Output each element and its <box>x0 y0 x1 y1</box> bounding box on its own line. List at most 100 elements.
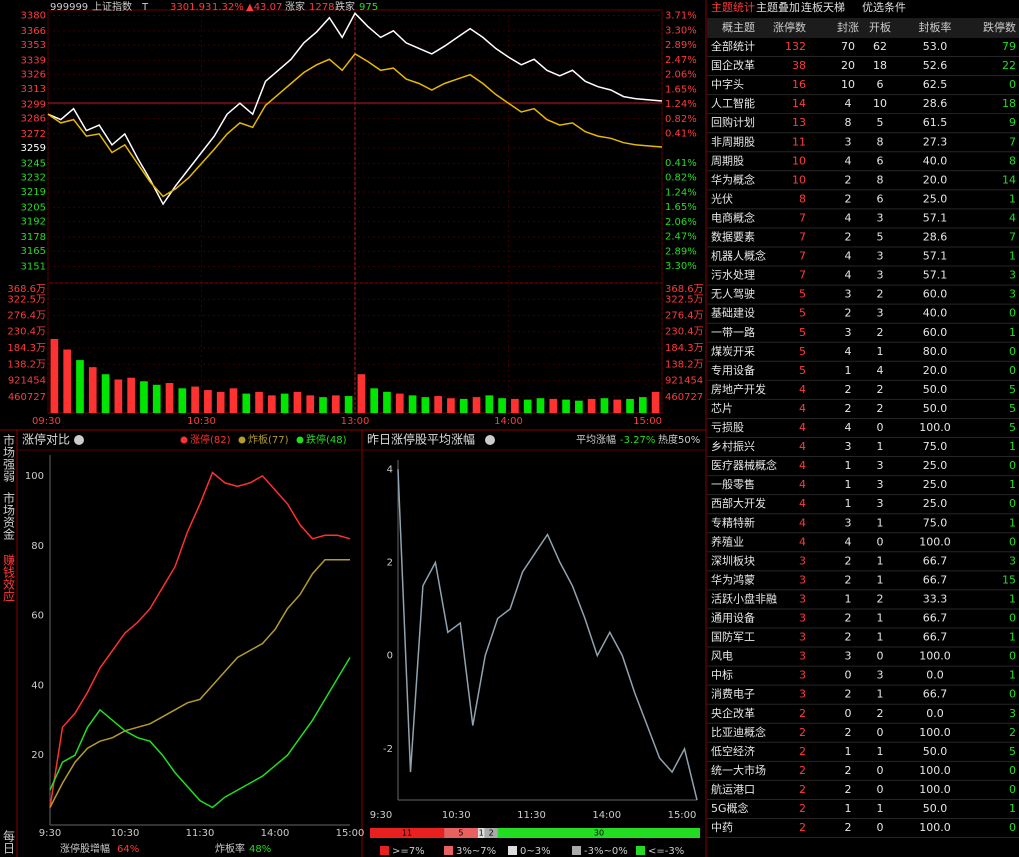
table-cell[interactable]: 消费电子 <box>711 687 755 701</box>
table-cell[interactable]: 活跃小盘非融 <box>711 591 777 605</box>
table-cell[interactable]: 煤炭开采 <box>711 345 755 358</box>
table-cell[interactable]: 污水处理 <box>711 269 755 282</box>
table-cell[interactable]: 数据要素 <box>711 230 755 244</box>
table-cell[interactable]: 低空经济 <box>711 744 755 758</box>
table-cell[interactable]: 西部大开发 <box>711 496 766 510</box>
info-icon[interactable] <box>485 435 495 445</box>
column-header[interactable]: 开板 <box>869 20 891 34</box>
table-cell: 2 <box>877 592 884 605</box>
table-cell[interactable]: 养殖业 <box>711 534 744 548</box>
theme-tab[interactable]: 优选条件 <box>862 0 906 14</box>
x-tick-label: 9:30 <box>370 810 392 821</box>
table-cell: 4 <box>845 154 852 167</box>
theme-tab[interactable]: 连板天梯 <box>801 0 845 14</box>
table-cell: 1 <box>877 688 884 701</box>
table-cell: 14 <box>792 97 806 110</box>
x-tick-label: 11:30 <box>186 828 215 839</box>
table-cell[interactable]: 风电 <box>711 650 733 663</box>
volume-bar <box>638 397 647 413</box>
table-cell[interactable]: 人工智能 <box>711 96 755 110</box>
table-cell: 50.0 <box>923 402 948 415</box>
table-cell[interactable]: 医疗器械概念 <box>711 458 777 472</box>
volume-bar <box>229 388 238 413</box>
quote-change-pct: 1.32% <box>212 2 244 13</box>
column-header[interactable]: 概主题 <box>722 21 755 34</box>
x-tick-label: 15:00 <box>668 810 697 821</box>
column-header[interactable]: 封板率 <box>919 20 952 34</box>
table-cell[interactable]: 航运港口 <box>711 782 755 796</box>
table-cell[interactable]: 机器人概念 <box>711 249 766 263</box>
table-cell[interactable]: 基础建设 <box>711 306 755 320</box>
table-cell[interactable]: 一般零售 <box>711 477 755 491</box>
table-cell[interactable]: 华为概念 <box>711 172 755 186</box>
table-cell[interactable]: 国企改革 <box>711 58 755 72</box>
table-cell: 0 <box>1009 821 1016 834</box>
table-cell[interactable]: 中标 <box>711 668 733 682</box>
table-cell[interactable]: 统一大市场 <box>711 763 766 777</box>
table-cell: 7 <box>1009 135 1016 148</box>
table-cell: 2 <box>845 192 852 205</box>
table-cell[interactable]: 非周期股 <box>711 135 755 148</box>
legend-swatch <box>508 846 517 855</box>
quote-price: 3301.93 <box>170 2 211 13</box>
table-cell[interactable]: 全部统计 <box>711 39 755 53</box>
table-cell[interactable]: 房地产开发 <box>711 382 766 396</box>
volume-bar <box>344 396 353 413</box>
table-cell[interactable]: 芯片 <box>711 401 733 415</box>
table-cell: 25.0 <box>923 497 948 510</box>
column-header[interactable]: 封涨 <box>837 20 859 34</box>
table-cell[interactable]: 无人驾驶 <box>711 287 755 301</box>
table-cell: 100.0 <box>919 535 951 548</box>
y-tick-label: 3232 <box>21 173 46 184</box>
series-line <box>49 558 350 808</box>
table-cell[interactable]: 5G概念 <box>711 801 749 815</box>
table-cell: 3 <box>799 631 806 644</box>
theme-tab[interactable]: 主题叠加 <box>756 1 800 14</box>
table-cell: 3 <box>845 135 852 148</box>
table-cell: 3 <box>1009 707 1016 720</box>
table-cell[interactable]: 通用设备 <box>711 611 755 625</box>
table-cell[interactable]: 亏损股 <box>711 420 744 434</box>
y2-tick-label: 3.30% <box>665 25 697 36</box>
table-cell[interactable]: 中字头 <box>711 77 744 91</box>
distribution-value: 2 <box>489 829 494 838</box>
side-tab[interactable]: 每日 <box>2 829 16 854</box>
side-tab[interactable]: 赚钱效应 <box>2 553 16 602</box>
footer-value: 64% <box>117 844 139 855</box>
table-cell: 1 <box>1009 631 1016 644</box>
table-cell[interactable]: 华为鸿蒙 <box>711 572 755 586</box>
table-cell: 7 <box>799 211 806 224</box>
column-header[interactable]: 跌停数 <box>983 20 1016 34</box>
table-cell[interactable]: 央企改革 <box>711 706 755 720</box>
y2-tick-label: 276.4万 <box>665 311 704 322</box>
table-cell[interactable]: 电商概念 <box>711 210 755 224</box>
table-cell[interactable]: 比亚迪概念 <box>711 725 766 739</box>
table-cell: 0 <box>877 650 884 663</box>
table-cell: 4 <box>799 516 806 529</box>
table-cell: 2 <box>845 726 852 739</box>
table-cell[interactable]: 专精特新 <box>711 515 755 529</box>
table-cell[interactable]: 光伏 <box>711 191 733 205</box>
table-cell[interactable]: 一带一路 <box>711 326 755 339</box>
table-cell[interactable]: 深圳板块 <box>711 553 755 567</box>
theme-tab[interactable]: 主题统计 <box>711 1 755 14</box>
table-cell: 100.0 <box>919 764 951 777</box>
table-cell[interactable]: 回购计划 <box>711 115 755 129</box>
volume-bar <box>88 367 97 413</box>
side-tab[interactable]: 市场强弱 <box>2 433 16 483</box>
table-cell[interactable]: 国防军工 <box>711 630 755 644</box>
column-header[interactable]: 涨停数 <box>773 20 806 34</box>
table-cell[interactable]: 专用设备 <box>711 363 755 377</box>
table-cell[interactable]: 中药 <box>711 821 733 834</box>
table-cell[interactable]: 周期股 <box>711 154 744 167</box>
y-tick-label: 138.2万 <box>7 359 46 370</box>
info-icon[interactable] <box>74 435 84 445</box>
table-cell: 7 <box>799 250 806 263</box>
distribution-segment <box>370 828 445 838</box>
table-cell: 1 <box>1009 478 1016 491</box>
side-tab[interactable]: 市场资金 <box>2 491 16 540</box>
table-cell: 60.0 <box>923 326 948 339</box>
volume-bar <box>152 384 161 413</box>
table-cell[interactable]: 乡村振兴 <box>711 439 755 453</box>
table-cell: 1 <box>1009 669 1016 682</box>
